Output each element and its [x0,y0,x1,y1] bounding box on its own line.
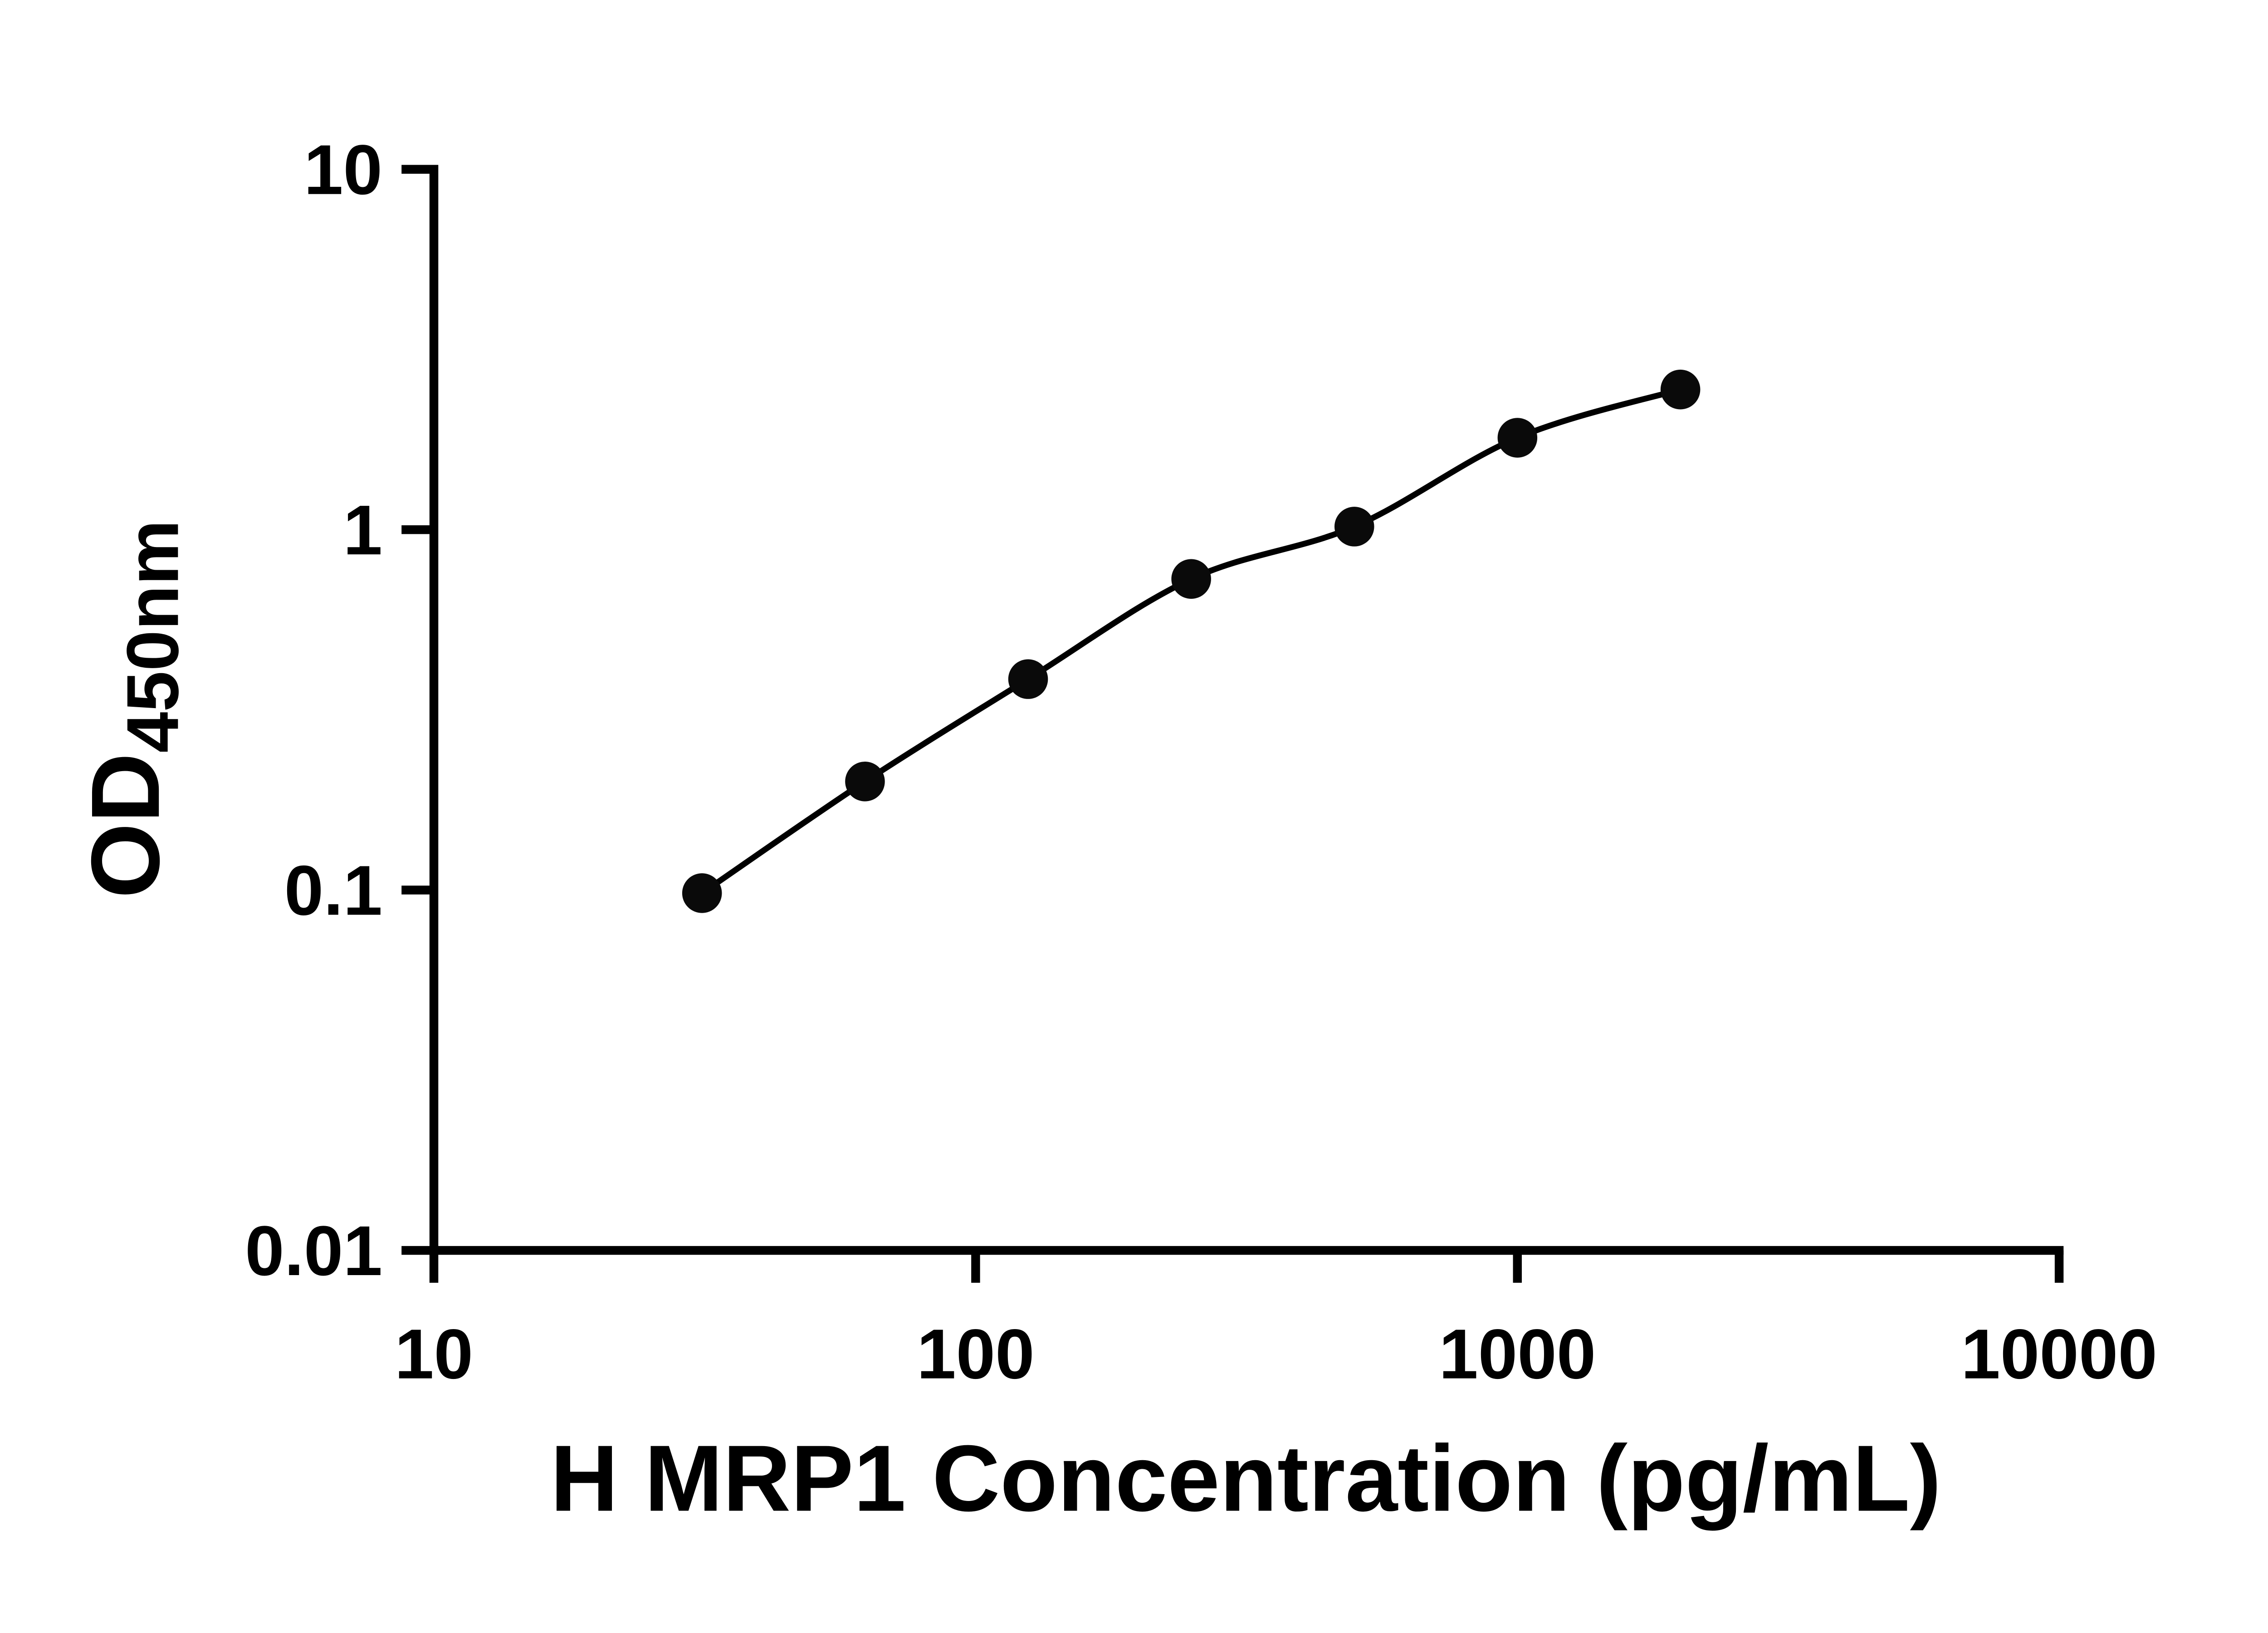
x-tick-label: 10 [395,1315,473,1393]
y-tick-label: 10 [304,130,382,209]
y-axis-title-main: OD [71,753,180,899]
data-point [1171,559,1211,599]
data-point [1334,507,1374,547]
data-point [1008,659,1048,699]
y-axis-title: OD450nm [71,520,194,899]
x-tick-label: 1000 [1439,1315,1596,1393]
tick-labels: 10 100 1000 10000 0.01 0.1 1 10 [245,130,2157,1393]
x-tick-label: 100 [917,1315,1035,1393]
y-axis-title-sub: 450nm [112,520,194,753]
data-series [682,369,1701,913]
y-tick-label: 0.01 [245,1211,382,1290]
data-point [682,873,722,913]
x-tick-label: 10000 [1961,1315,2157,1393]
x-axis-title: H MRP1 Concentration (pg/mL) [550,1425,1941,1530]
data-point [845,762,885,802]
data-point [1660,369,1701,410]
data-point [1497,418,1538,458]
tick-marks [401,165,2064,1283]
y-tick-label: 1 [343,490,382,569]
standard-curve-line [699,386,1684,896]
axes [429,165,2064,1255]
y-tick-label: 0.1 [284,851,382,930]
axis-frame [429,165,2064,1255]
